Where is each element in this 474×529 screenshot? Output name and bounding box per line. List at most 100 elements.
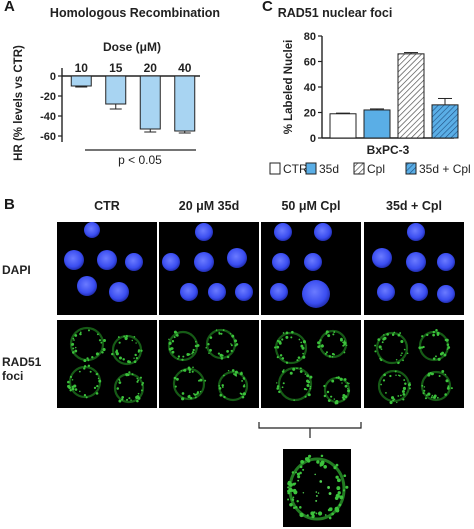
rad51-zoom-focus	[304, 457, 309, 461]
dapi-nucleus	[64, 250, 84, 270]
rad51-focus	[118, 378, 120, 381]
rad51-focus	[67, 380, 70, 384]
dapi-nucleus	[407, 223, 425, 241]
rad51-focus	[283, 369, 285, 371]
rad51-focus	[282, 332, 285, 334]
rad51-focus	[95, 352, 100, 356]
rad51-focus	[218, 331, 220, 334]
rad51-zoom-focus	[343, 474, 347, 478]
rad51-focus	[121, 395, 125, 399]
rad51-focus	[383, 373, 386, 377]
rad51-focus	[421, 335, 424, 338]
rad51-zoom-focus	[317, 511, 323, 516]
rad51-focus	[78, 370, 81, 373]
rad51-focus	[83, 359, 87, 363]
rad51-focus	[290, 336, 293, 339]
rad51-focus	[345, 344, 348, 347]
rad51-focus	[331, 355, 334, 358]
rad51-focus	[217, 352, 221, 355]
rad51-zoom-focus	[342, 489, 346, 492]
rad51-focus	[445, 338, 449, 342]
rad51-zoom-focus	[287, 481, 291, 486]
rad51-cell-outline	[375, 331, 409, 365]
panel-letter-c: C	[262, 0, 273, 15]
micrograph-panel: CTR 20 μM 35d 50 μM Cpl 35d + Cpl DAPI RAD51f…	[2, 199, 464, 527]
rad51-focus	[306, 384, 310, 387]
rad51-focus	[276, 387, 279, 390]
rad51-focus	[192, 351, 194, 354]
rad51-zoom-focus	[299, 471, 302, 475]
rad51-focus	[421, 384, 424, 387]
rad51-focus	[130, 399, 132, 401]
rad51-focus	[120, 398, 124, 401]
rad51-focus	[71, 379, 74, 381]
dapi-nucleus	[109, 282, 129, 302]
rad51-focus	[231, 369, 235, 372]
rad51-focus	[122, 358, 125, 361]
rad51-focus	[334, 401, 338, 405]
rad51-focus	[131, 373, 134, 376]
rad51-focus	[374, 344, 377, 347]
rad51-zoom-focus	[327, 486, 330, 489]
rad51-focus	[136, 380, 139, 383]
chart-c-y-tick-label: 80	[304, 31, 316, 43]
rad51-focus	[234, 370, 238, 374]
rad51-focus	[83, 367, 86, 370]
dapi-nucleus	[437, 253, 455, 271]
homologous-recombination-chart: Homologous Recombination Dose (μM) 0 -20 -40…	[13, 6, 220, 167]
chart-c-legend-label: 35d + Cpl	[419, 162, 471, 176]
rad51-focus	[279, 354, 283, 357]
rad51-focus	[126, 398, 129, 401]
micrograph-column-header: CTR	[94, 199, 120, 213]
rad51-focus	[293, 399, 295, 401]
dapi-nucleus	[84, 222, 100, 238]
rad51-focus	[241, 380, 243, 382]
rad51-focus	[307, 380, 311, 384]
rad51-focus	[95, 392, 99, 395]
rad51-zoom-focus	[291, 471, 295, 474]
rad51-focus	[87, 364, 91, 367]
dapi-nucleus	[235, 283, 253, 301]
rad51-focus	[381, 341, 384, 344]
rad51-focus	[220, 332, 223, 335]
rad51-focus	[181, 392, 185, 395]
rad51-focus	[327, 399, 331, 403]
rad51-focus	[183, 368, 187, 372]
rad51-focus	[98, 339, 102, 342]
rad51-focus	[407, 383, 412, 387]
rad51-zoom-focus	[287, 491, 290, 495]
rad51-focus	[118, 341, 121, 344]
rad51-focus	[231, 350, 233, 352]
chart-c-bar	[431, 104, 459, 139]
rad51-focus	[292, 367, 296, 371]
rad51-focus	[222, 386, 224, 388]
rad51-focus	[285, 361, 289, 364]
rad51-focus	[230, 344, 233, 347]
rad51-focus	[74, 334, 78, 337]
rad51-focus	[408, 387, 411, 390]
rad51-focus	[241, 395, 245, 399]
rad51-focus	[223, 395, 226, 399]
rad51-zoom-focus	[335, 509, 340, 513]
rad51-focus	[281, 386, 284, 389]
rad51-focus	[285, 331, 289, 335]
rad51-focus	[87, 329, 90, 332]
rad51-focus	[438, 374, 441, 378]
rad51-focus	[281, 338, 284, 341]
rad51-focus	[441, 370, 445, 373]
rad51-focus	[99, 380, 101, 382]
dapi-nucleus	[410, 283, 428, 301]
rad51-focus	[450, 387, 453, 390]
rad51-focus	[135, 357, 138, 360]
rad51-focus	[278, 390, 281, 394]
chart-c-legend-swatch	[353, 162, 365, 175]
rad51-focus	[170, 347, 174, 350]
rad51-focus	[346, 382, 349, 384]
rad51-focus	[93, 386, 97, 390]
rad51-zoom-focus	[296, 472, 300, 476]
rad51-focus	[133, 357, 135, 359]
rad51-zoom-focus	[328, 516, 332, 520]
rad51-zoom-focus	[302, 468, 305, 471]
rad51-focus	[303, 387, 307, 391]
chart-a-y-tick-label: 0	[50, 71, 56, 83]
